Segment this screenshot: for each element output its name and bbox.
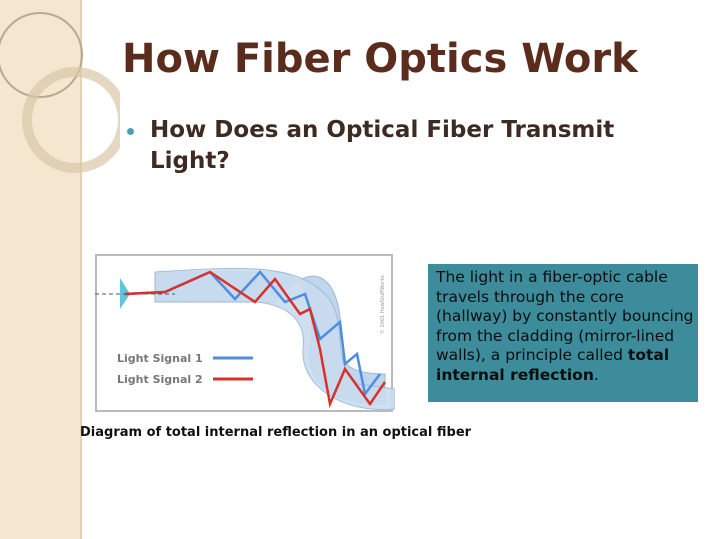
decoration bbox=[0, 12, 120, 173]
legend-label: Light Signal 1 bbox=[117, 352, 203, 365]
bullet-dot bbox=[127, 128, 134, 135]
legend-label: Light Signal 2 bbox=[117, 373, 203, 386]
text: . bbox=[593, 365, 599, 384]
bullet-text: How Does an Optical Fiber Transmit Light… bbox=[150, 117, 615, 174]
title: How Fiber Optics Work bbox=[122, 36, 638, 82]
text: The light in a fiber-optic cable travels… bbox=[436, 268, 694, 364]
text-box: The light in a fiber-optic cable travels… bbox=[428, 264, 698, 402]
caption: Diagram of total internal reflection in … bbox=[80, 425, 472, 440]
fiber-diagram: Light Signal 1 Light Signal 2 © 2001 How… bbox=[95, 254, 395, 412]
credit: © 2001 HowStuffWorks bbox=[379, 275, 386, 334]
bold-text: total internal reflection bbox=[436, 346, 670, 384]
